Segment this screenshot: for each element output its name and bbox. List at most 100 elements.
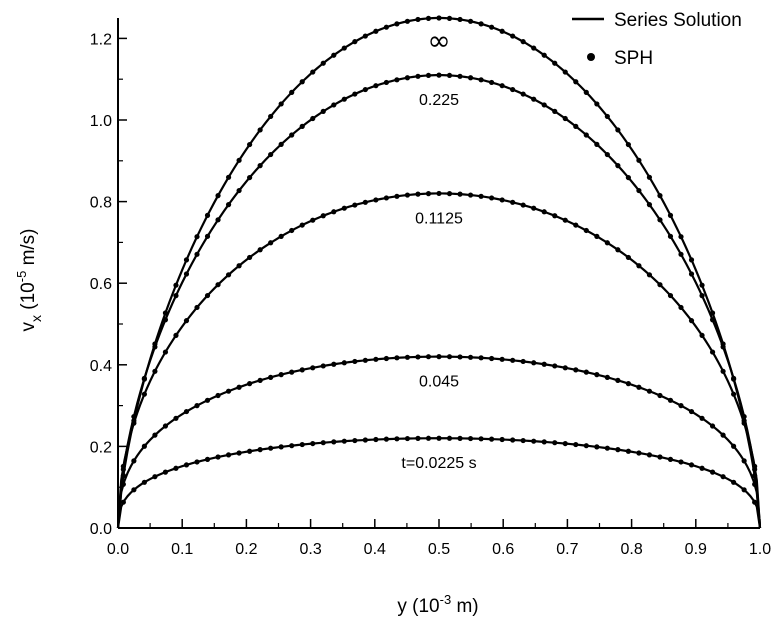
sph-point	[215, 193, 221, 199]
y-tick-label: 0.4	[90, 358, 112, 375]
sph-point	[194, 304, 200, 311]
sph-point	[341, 360, 347, 366]
sph-point	[373, 356, 379, 362]
sph-point	[362, 437, 368, 443]
sph-point	[720, 432, 726, 438]
sph-point	[499, 28, 505, 34]
sph-point	[236, 157, 242, 163]
sph-point	[583, 89, 589, 95]
sph-point	[173, 293, 179, 299]
sph-point	[699, 465, 705, 471]
sph-point	[331, 209, 337, 215]
sph-point	[204, 456, 211, 462]
sph-point	[667, 233, 674, 239]
sph-point	[615, 447, 621, 453]
sph-point	[552, 213, 558, 219]
sph-point	[120, 499, 126, 505]
sph-point	[573, 367, 579, 373]
sph-point	[467, 354, 474, 360]
sph-point	[594, 141, 600, 147]
sph-point	[436, 72, 442, 78]
sph-point	[709, 423, 716, 429]
sph-point	[394, 21, 400, 27]
sph-point	[436, 354, 442, 360]
sph-point	[225, 272, 232, 278]
sph-point	[541, 439, 547, 445]
sph-point	[541, 209, 547, 215]
sph-point	[741, 487, 747, 493]
sph-point	[236, 384, 242, 390]
sph-point	[520, 437, 526, 444]
sph-point	[510, 437, 516, 443]
sph-point	[752, 463, 758, 469]
sph-point	[141, 391, 147, 397]
sph-point	[467, 435, 474, 442]
sph-point	[446, 435, 453, 441]
sph-point	[489, 436, 495, 442]
sph-point	[204, 292, 211, 299]
sph-point	[678, 234, 684, 240]
sph-point	[625, 141, 631, 148]
sph-point	[331, 52, 337, 58]
sph-point	[425, 15, 432, 21]
sph-point	[373, 28, 379, 34]
sph-point	[436, 435, 442, 441]
sph-point	[552, 363, 558, 369]
sph-point	[583, 443, 589, 449]
sph-point	[278, 233, 284, 239]
curve-label: ∞	[427, 24, 450, 57]
sph-point	[173, 415, 179, 421]
sph-point	[404, 75, 411, 81]
sph-point	[720, 474, 726, 480]
x-tick-label: 0.2	[235, 541, 257, 558]
sph-point	[194, 459, 200, 465]
sph-point	[268, 151, 274, 158]
sph-point	[457, 435, 463, 441]
sph-point	[741, 458, 747, 464]
sph-point	[173, 465, 179, 471]
sph-point	[310, 217, 316, 223]
sph-point	[594, 444, 600, 450]
sph-point	[152, 344, 158, 350]
sph-point	[573, 441, 579, 448]
sph-point	[636, 263, 642, 269]
sph-point	[478, 21, 484, 27]
sph-point	[552, 108, 558, 114]
sph-point	[362, 199, 368, 205]
sph-point	[709, 310, 716, 316]
sph-point	[194, 234, 200, 240]
sph-point	[404, 435, 411, 442]
sph-point	[383, 24, 389, 30]
sph-point	[594, 372, 600, 378]
sph-point	[141, 375, 147, 381]
sph-point	[131, 413, 137, 420]
sph-point	[215, 454, 221, 460]
sph-point	[678, 304, 684, 311]
sph-point	[278, 444, 284, 450]
sph-point	[552, 440, 558, 446]
sph-point	[646, 388, 653, 394]
sph-point	[247, 141, 253, 148]
sph-point	[120, 481, 126, 487]
sph-point	[331, 439, 337, 445]
sph-point	[352, 358, 358, 365]
sph-point	[731, 391, 737, 397]
sph-point	[678, 459, 684, 465]
sph-point	[583, 369, 589, 375]
sph-point	[446, 354, 453, 360]
sph-point	[478, 193, 484, 199]
sph-point	[573, 222, 579, 228]
sph-point	[541, 361, 547, 367]
sph-point	[699, 415, 705, 421]
sph-point	[646, 202, 653, 208]
sph-point	[552, 60, 558, 66]
sph-point	[320, 440, 326, 446]
sph-point	[446, 72, 453, 79]
sph-point	[625, 174, 631, 181]
sph-point	[247, 381, 253, 387]
sph-point	[162, 423, 169, 429]
curve-labels-layer: ∞ 0.225 0.1125 0.045 t=0.0225 s	[401, 24, 476, 472]
sph-point	[625, 254, 631, 261]
sph-point	[394, 436, 400, 442]
